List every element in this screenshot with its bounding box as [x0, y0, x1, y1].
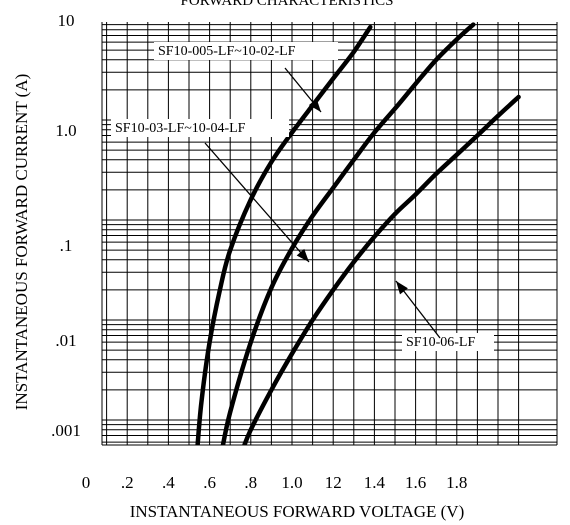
annotation-label-2: SF10-03-LF~10-04-LF [115, 121, 246, 136]
x-tick-label: .2 [121, 473, 134, 492]
chart-title: FORWARD CHARACTERISTICS [181, 0, 394, 9]
annotation-layer: SF10-005-LF~10-02-LF SF10-03-LF~10-04-LF S… [111, 42, 494, 351]
annotation-arrow-1-head [308, 98, 321, 112]
grid-layer [101, 22, 558, 446]
y-tick-label: .001 [51, 421, 81, 440]
annotation-arrow-3-head [396, 281, 408, 295]
x-tick-label: 0 [82, 473, 91, 492]
x-tick-label: .8 [244, 473, 257, 492]
annotation-label-1: SF10-005-LF~10-02-LF [158, 44, 296, 59]
text-layer: FORWARD CHARACTERISTICS INSTANTANEOUS FO… [12, 0, 467, 521]
annotation-label-3: SF10-06-LF [406, 335, 475, 350]
annotation-arrow-2-head [296, 248, 309, 262]
annotation-label-bg-3 [402, 333, 494, 351]
x-tick-label: 12 [325, 473, 342, 492]
x-tick-label: 1.4 [364, 473, 386, 492]
x-axis-label: INSTANTANEOUS FORWARD VOLTAGE (V) [130, 502, 465, 521]
series-curve-2 [220, 22, 476, 445]
x-tick-label: .4 [162, 473, 175, 492]
y-tick-label: 1.0 [55, 121, 76, 140]
annotation-arrow-2-line [204, 142, 310, 263]
curve-layer [195, 22, 521, 445]
x-tick-label: 1.6 [405, 473, 426, 492]
y-axis-label: INSTANTANEOUS FORWARD CURRENT (A) [12, 74, 31, 411]
series-curve-3 [242, 94, 521, 445]
annotation-label-bg-1 [154, 42, 338, 60]
x-tick-label: .6 [203, 473, 216, 492]
y-tick-label: 10 [58, 11, 75, 30]
y-tick-label: .1 [60, 236, 73, 255]
x-tick-label: 1.8 [446, 473, 467, 492]
x-tick-label: 1.0 [281, 473, 302, 492]
y-tick-label: .01 [55, 331, 76, 350]
annotation-label-bg-2 [111, 119, 289, 137]
series-curve-1 [195, 24, 373, 445]
